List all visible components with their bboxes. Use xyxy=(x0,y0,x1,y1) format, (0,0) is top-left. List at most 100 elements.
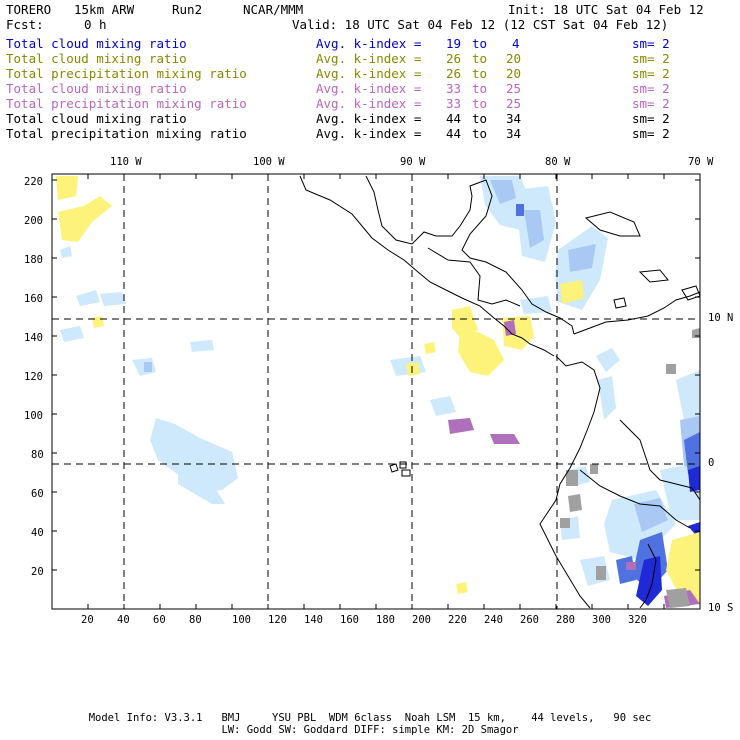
cloud-patch xyxy=(524,210,544,248)
coastline-layer xyxy=(299,175,700,609)
legend-to-word: to xyxy=(472,111,488,126)
y-tick: 80 xyxy=(31,449,44,461)
legend-to: 34 xyxy=(506,126,522,141)
y-tick: 20 xyxy=(31,566,44,578)
legend-kindex: Avg. k-index = xyxy=(316,96,422,111)
cloud-patch xyxy=(144,362,152,372)
x-tick: 140 xyxy=(304,614,323,626)
border-line xyxy=(427,247,521,307)
model-info-line1: Model Info: V3.3.1 BMJ YSU PBL WDM 6clas… xyxy=(88,712,652,724)
legend-field: Total precipitation mixing ratio xyxy=(6,66,247,81)
cloud-patch xyxy=(76,290,100,306)
cloud-patch xyxy=(568,244,596,272)
y-tick: 200 xyxy=(24,215,43,227)
legend-kindex: Avg. k-index = xyxy=(316,36,422,51)
precip-patch xyxy=(560,280,584,304)
model-run: Run2 xyxy=(172,2,203,17)
legend-row: Total precipitation mixing ratio Avg. k-… xyxy=(6,126,706,141)
precip-patch xyxy=(490,434,520,444)
y-tick: 140 xyxy=(24,332,43,344)
legend-kindex: Avg. k-index = xyxy=(316,81,422,96)
precip-patch xyxy=(58,196,112,242)
legend-field: Total cloud mixing ratio xyxy=(6,81,187,96)
lon-label: 100 W xyxy=(253,156,285,168)
coastline-caribbean-island xyxy=(681,285,700,301)
legend-kindex: Avg. k-index = xyxy=(316,66,422,81)
model-resolution: 15km ARW xyxy=(74,2,135,17)
coastline-south-america xyxy=(573,291,700,335)
init-time: Init: 18 UTC Sat 04 Feb 12 xyxy=(508,2,704,17)
x-tick: 80 xyxy=(189,614,202,626)
legend-from: 26 xyxy=(446,66,462,81)
precip-patch xyxy=(590,464,598,474)
legend-to: 20 xyxy=(506,51,522,66)
precip-layer xyxy=(56,176,700,608)
x-tick: 160 xyxy=(340,614,359,626)
coastline-caribbean-island xyxy=(584,211,641,237)
legend-to-word: to xyxy=(472,81,488,96)
coastline-caribbean-island xyxy=(638,269,669,283)
legend-sm: sm= 2 xyxy=(632,51,670,66)
cloud-patch xyxy=(100,292,126,306)
cloud-patch xyxy=(60,326,84,342)
cloud-patch xyxy=(60,246,72,258)
legend-to-word: to xyxy=(472,126,488,141)
x-tick: 60 xyxy=(153,614,166,626)
cloud-patch xyxy=(676,370,700,420)
legend-field: Total precipitation mixing ratio xyxy=(6,96,247,111)
coastline-caribbean-island xyxy=(613,297,627,309)
lon-label: 70 W xyxy=(688,156,714,168)
legend-sm: sm= 2 xyxy=(632,126,670,141)
x-tick: 20 xyxy=(81,614,94,626)
x-tick: 320 xyxy=(628,614,647,626)
x-tick: 120 xyxy=(268,614,287,626)
cloud-dark-layer xyxy=(636,466,700,606)
legend-from: 44 xyxy=(446,111,462,126)
cloud-patch xyxy=(596,348,620,372)
legend-sm: sm= 2 xyxy=(632,96,670,111)
graticule xyxy=(52,174,700,609)
cloud-patch xyxy=(688,466,700,492)
cloud-patch xyxy=(150,418,238,492)
precip-patch xyxy=(626,562,636,570)
precip-patch xyxy=(504,320,516,336)
legend-sm: sm= 2 xyxy=(632,81,670,96)
y-tick: 60 xyxy=(31,488,44,500)
x-tick: 260 xyxy=(520,614,539,626)
legend-to: 4 xyxy=(512,36,520,51)
precip-patch xyxy=(596,566,606,580)
legend-row: Total cloud mixing ratio Avg. k-index = … xyxy=(6,111,706,126)
model-org: NCAR/MMM xyxy=(243,2,304,17)
precip-patch xyxy=(560,518,570,528)
valid-time: Valid: 18 UTC Sat 04 Feb 12 (12 CST Sat … xyxy=(292,17,669,32)
coastline-gulf xyxy=(365,175,575,335)
cloud-patch xyxy=(430,396,456,416)
precip-patch xyxy=(424,342,436,354)
precip-patch xyxy=(666,532,700,604)
coastline-galapagos xyxy=(389,463,399,473)
precip-patch xyxy=(448,418,474,434)
legend-to-word: to xyxy=(472,36,488,51)
border-line xyxy=(579,469,691,529)
cloud-patch xyxy=(598,376,616,420)
precip-patch xyxy=(458,330,504,376)
y-tick: 160 xyxy=(24,293,43,305)
cloud-patch xyxy=(516,204,524,216)
cloud-patch xyxy=(636,556,662,606)
x-tick: 40 xyxy=(117,614,130,626)
x-tick: 280 xyxy=(556,614,575,626)
legend-row: Total cloud mixing ratio Avg. k-index = … xyxy=(6,81,706,96)
precip-gray-layer xyxy=(560,328,700,608)
lat-label: 10 S xyxy=(708,602,734,614)
x-tick: 220 xyxy=(448,614,467,626)
lat-label: 0 xyxy=(708,457,715,469)
legend-sm: sm= 2 xyxy=(632,111,670,126)
precip-patch xyxy=(456,582,468,594)
coastline-mexico xyxy=(299,175,555,357)
forecast-label: Fcst: xyxy=(6,17,44,32)
x-tick: 240 xyxy=(484,614,503,626)
cloud-patch xyxy=(520,296,552,314)
precip-patch xyxy=(666,364,676,374)
legend-from: 44 xyxy=(446,126,462,141)
